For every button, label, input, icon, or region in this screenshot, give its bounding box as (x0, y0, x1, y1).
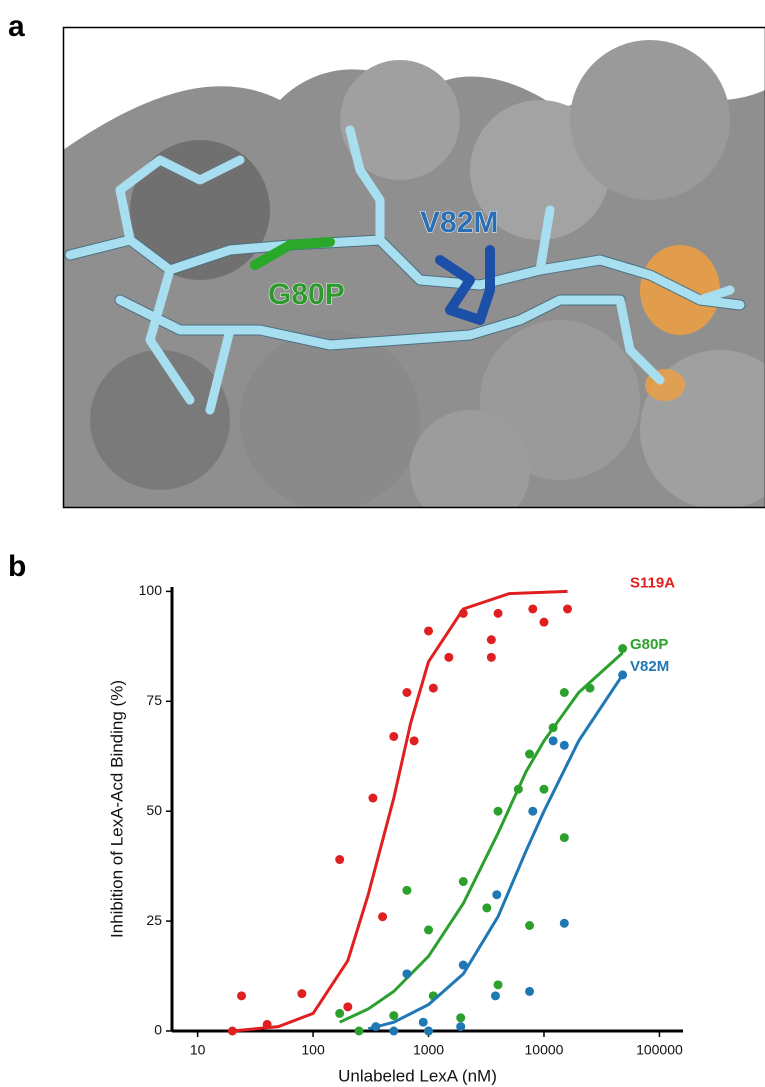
y-tick-label: 75 (146, 692, 162, 708)
data-point (539, 785, 548, 794)
series-label: V82M (630, 658, 669, 675)
data-point (487, 653, 496, 662)
data-point (494, 609, 503, 618)
data-point (459, 961, 468, 970)
y-tick-label: 25 (146, 912, 162, 928)
y-tick-label: 100 (139, 582, 163, 598)
fit-curve (232, 591, 567, 1031)
y-tick-label: 0 (154, 1022, 162, 1038)
data-point (459, 609, 468, 618)
data-point (560, 919, 569, 928)
data-point (424, 925, 433, 934)
data-point (424, 626, 433, 635)
data-point (402, 886, 411, 895)
data-point (368, 794, 377, 803)
data-point (228, 1027, 237, 1036)
x-tick-label: 1000 (413, 1042, 444, 1058)
data-point (563, 604, 572, 613)
data-point (525, 921, 534, 930)
series-label: S119A (630, 574, 675, 591)
data-point (585, 684, 594, 693)
data-point (456, 1013, 465, 1022)
data-point (402, 688, 411, 697)
data-point (514, 785, 523, 794)
mutation-label: G80P (268, 278, 345, 311)
data-point (237, 991, 246, 1000)
data-point (456, 1022, 465, 1031)
data-point (560, 741, 569, 750)
data-point (482, 903, 491, 912)
data-point (410, 736, 419, 745)
data-point (371, 1022, 380, 1031)
data-point (528, 807, 537, 816)
data-point (618, 670, 627, 679)
x-tick-label: 100 (301, 1042, 325, 1058)
data-point (355, 1027, 364, 1036)
figure-canvas: a G80P V82M b 0 25 50 75 100 10 100 1000 10000 10… (0, 0, 765, 1087)
data-point (402, 969, 411, 978)
data-point (429, 684, 438, 693)
y-tick-label: 50 (146, 802, 162, 818)
data-point (297, 989, 306, 998)
data-point (378, 912, 387, 921)
data-point (560, 688, 569, 697)
series-label: G80P (630, 636, 668, 653)
x-tick-label: 100000 (636, 1042, 683, 1058)
data-point (491, 991, 500, 1000)
data-point (618, 644, 627, 653)
data-point (492, 890, 501, 899)
data-point (549, 723, 558, 732)
molecular-image: G80P V82M (63, 27, 765, 530)
data-point (389, 732, 398, 741)
data-point (459, 877, 468, 886)
panel-label: a (8, 10, 25, 43)
data-point (389, 1011, 398, 1020)
data-point (494, 807, 503, 816)
data-point (424, 1027, 433, 1036)
data-point (263, 1020, 272, 1029)
panel-label: b (8, 550, 26, 583)
data-point (528, 604, 537, 613)
data-point (335, 855, 344, 864)
x-axis-title: Unlabeled LexA (nM) (338, 1066, 497, 1085)
data-point (525, 750, 534, 759)
data-point (487, 635, 496, 644)
x-tick-label: 10000 (525, 1042, 564, 1058)
data-point (525, 987, 534, 996)
data-point (444, 653, 453, 662)
x-tick-label: 10 (190, 1042, 206, 1058)
data-point (560, 833, 569, 842)
data-point (539, 618, 548, 627)
data-point (549, 736, 558, 745)
figure: a G80P V82M b 0 25 50 75 100 10 100 1000 10000 10… (0, 0, 765, 1087)
mutation-label: V82M (420, 206, 498, 239)
y-axis-title: Inhibition of LexA-Acd Binding (%) (107, 680, 126, 938)
data-point (419, 1018, 428, 1027)
data-point (494, 980, 503, 989)
data-point (389, 1027, 398, 1036)
data-point (335, 1009, 344, 1018)
chart: 0 25 50 75 100 10 100 1000 10000 100000 Unlabeled … (107, 574, 683, 1085)
data-point (343, 1002, 352, 1011)
